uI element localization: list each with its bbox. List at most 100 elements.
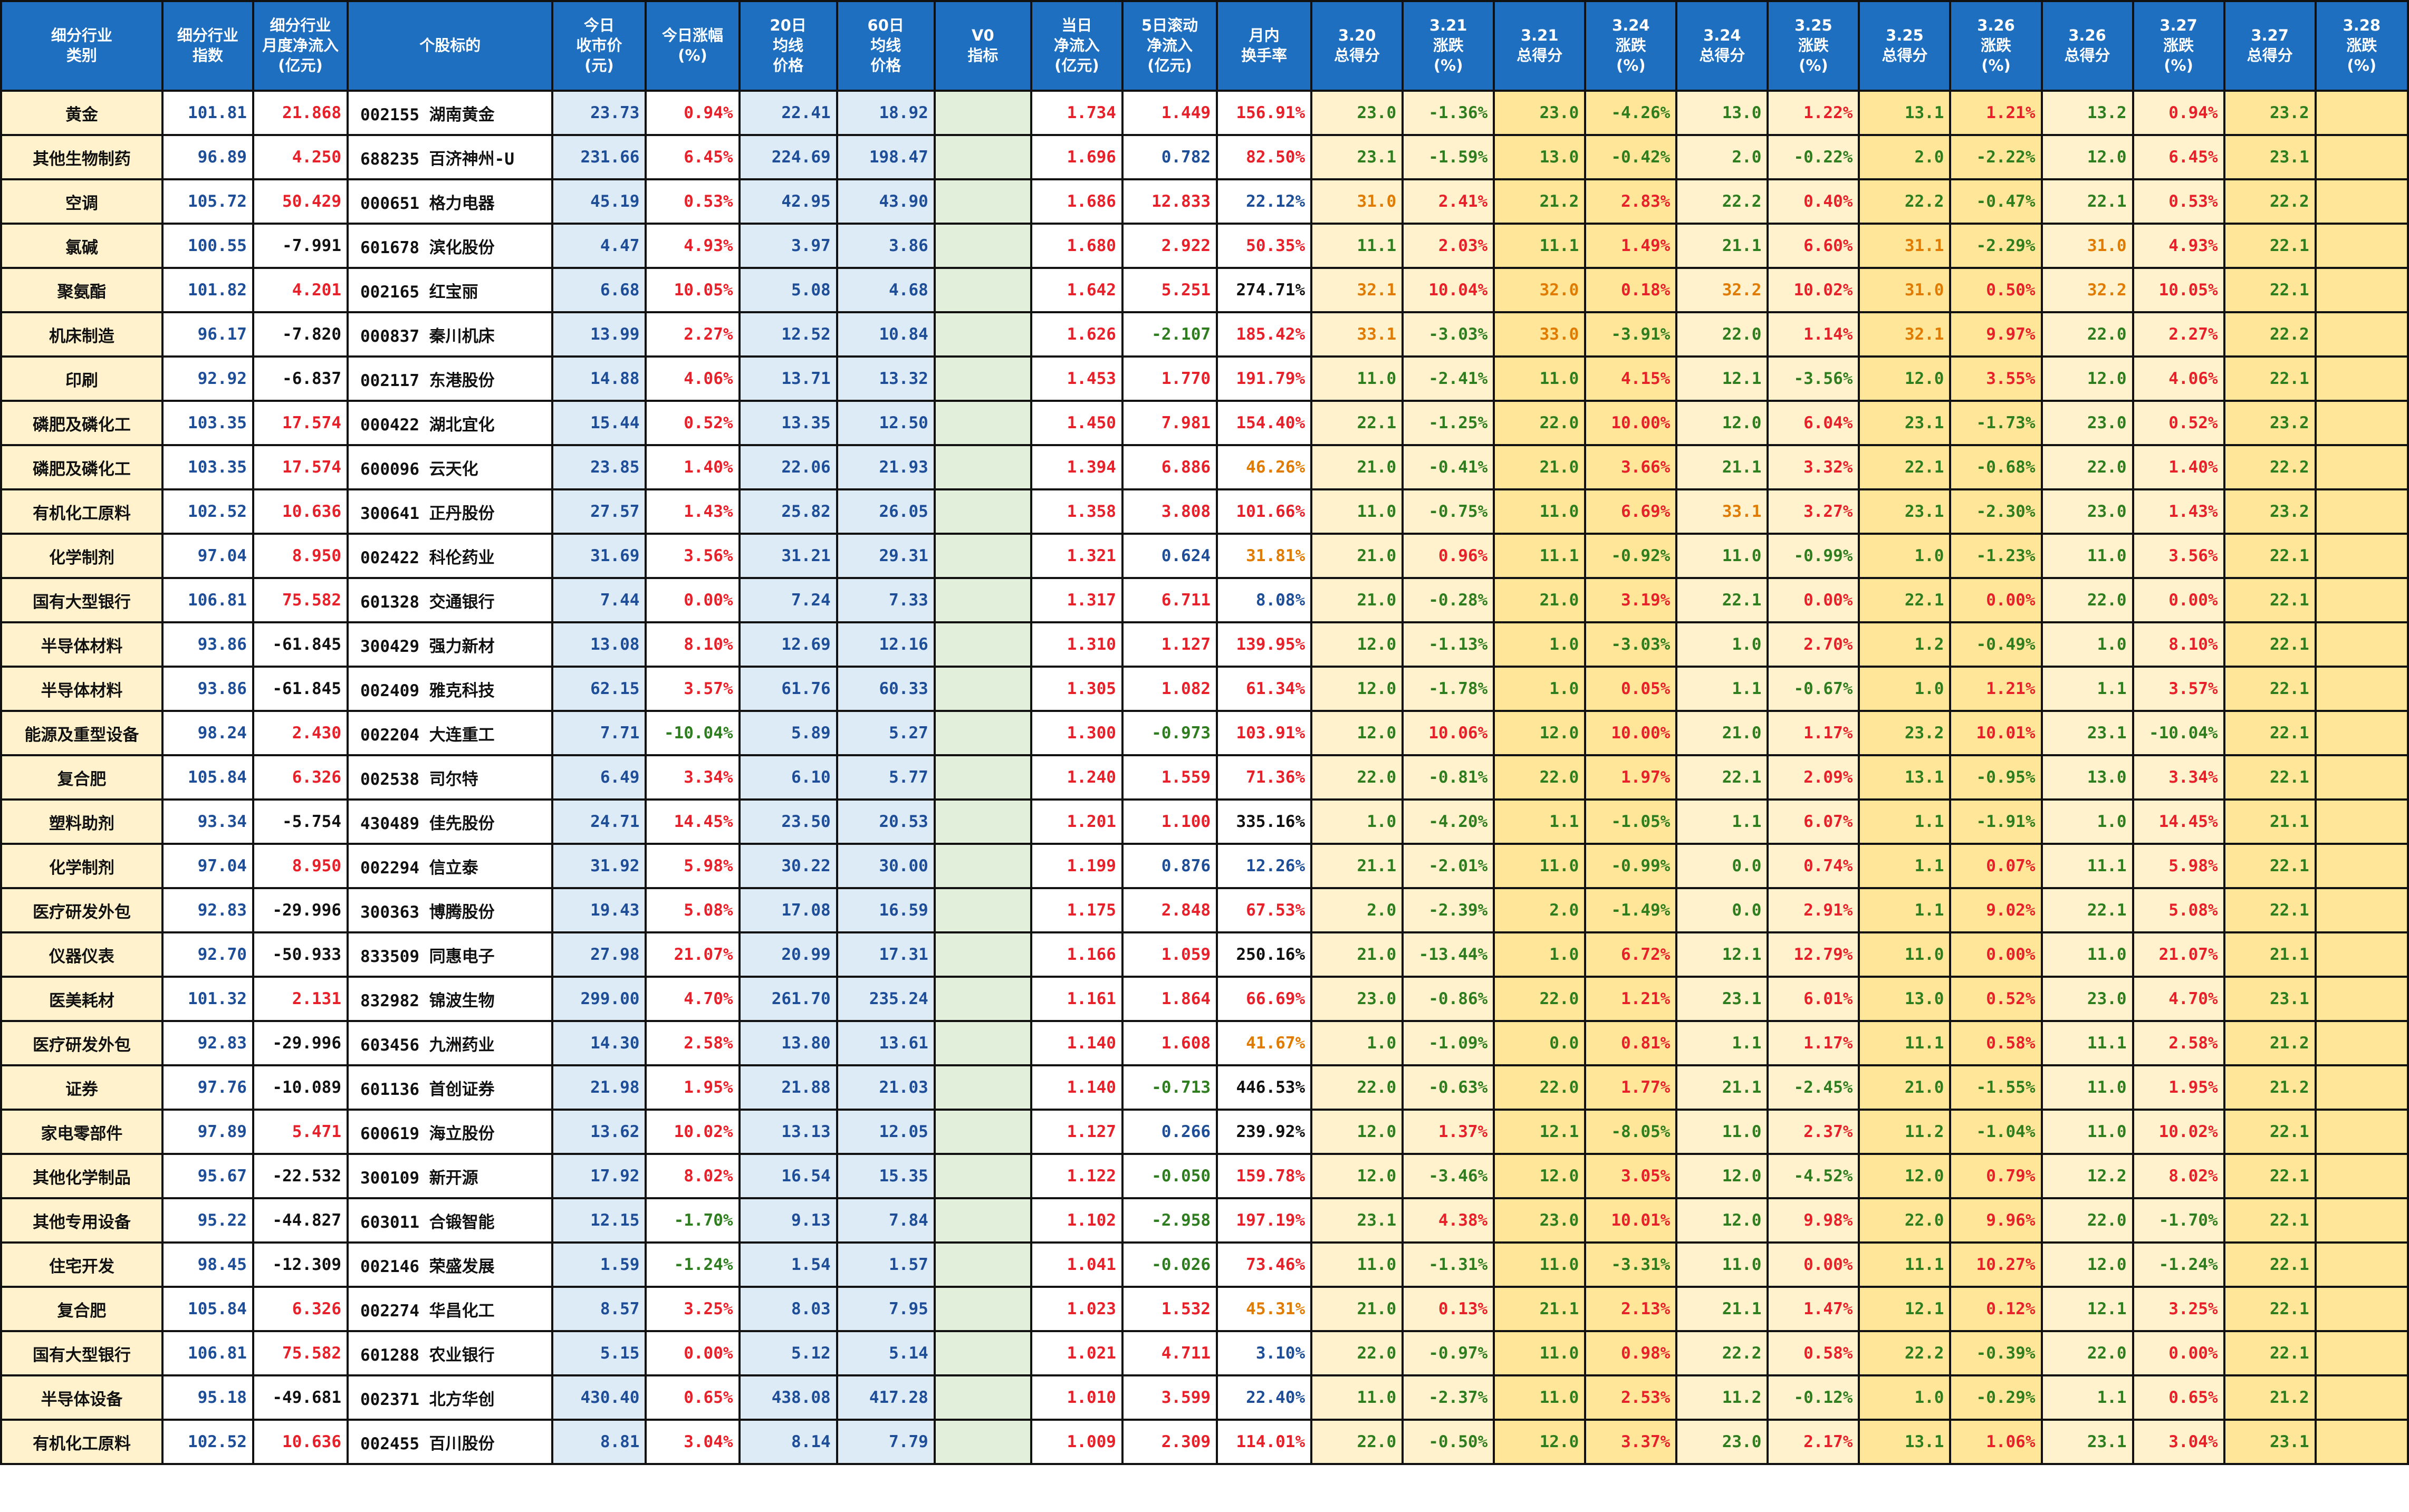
cell-ma20-price: 13.80 — [738, 1020, 838, 1066]
cell-score-0324: 22.2 — [1675, 1330, 1769, 1376]
cell-stock-target: 000422 湖北宜化 — [347, 400, 554, 446]
cell-change-0326: 1.21% — [1949, 90, 2043, 136]
cell-score-0321: 11.0 — [1493, 1330, 1587, 1376]
cell-rolling5-inflow: 4.711 — [1121, 1330, 1218, 1376]
cell-score-0325: 32.1 — [1858, 311, 1952, 358]
cell-change-0324: 1.21% — [1584, 976, 1678, 1022]
cell-day-inflow: 1.161 — [1030, 976, 1124, 1022]
cell-stock-target: 603456 九洲药业 — [347, 1020, 554, 1066]
cell-stock-target: 603011 合锻智能 — [347, 1197, 554, 1244]
cell-close-price: 1.59 — [551, 1241, 647, 1288]
table-row: 聚氨酯 101.82 4.201 002165 红宝丽 6.68 10.05% 5.08 4.… — [0, 267, 2409, 313]
cell-stock-target: 002409 雅克科技 — [347, 666, 554, 712]
cell-score-0320: 12.0 — [1310, 1109, 1404, 1155]
header-line: 3.27 — [2251, 26, 2289, 45]
table-row: 空调 105.72 50.429 000651 格力电器 45.19 0.53% 42.95… — [0, 178, 2409, 225]
cell-industry-month-inflow: 10.636 — [252, 488, 349, 535]
cell-industry-index: 92.83 — [161, 1020, 254, 1066]
cell-score-0326: 1.0 — [2040, 798, 2134, 845]
header-score-0325: 3.25 总得分 — [1858, 0, 1952, 92]
cell-close-price: 13.99 — [551, 311, 647, 358]
cell-change-0321: -3.46% — [1402, 1153, 1495, 1199]
cell-rolling5-inflow: 1.770 — [1121, 355, 1218, 402]
cell-close-price: 27.57 — [551, 488, 647, 535]
table-row: 磷肥及磷化工 103.35 17.574 000422 湖北宜化 15.44 0.52% 1… — [0, 400, 2409, 446]
cell-score-0326: 11.1 — [2040, 1020, 2134, 1066]
cell-ma60-price: 30.00 — [836, 843, 936, 889]
cell-today-change: 5.08% — [645, 887, 741, 933]
cell-ma60-price: 16.59 — [836, 887, 936, 933]
cell-score-0327: 23.1 — [2223, 1419, 2317, 1465]
cell-score-0321: 21.0 — [1493, 444, 1587, 490]
cell-score-0326: 22.0 — [2040, 577, 2134, 623]
cell-change-0327: 0.00% — [2132, 577, 2225, 623]
cell-score-0327: 22.1 — [2223, 533, 2317, 579]
cell-day-inflow: 1.734 — [1030, 90, 1124, 136]
cell-close-price: 299.00 — [551, 976, 647, 1022]
cell-score-0325: 13.1 — [1858, 754, 1952, 801]
cell-change-0324: -3.03% — [1584, 621, 1678, 668]
cell-score-0326: 22.1 — [2040, 887, 2134, 933]
table-row: 复合肥 105.84 6.326 002274 华昌化工 8.57 3.25% 8.03 7.… — [0, 1286, 2409, 1332]
header-line: 换手率 — [1241, 46, 1288, 64]
cell-change-0324: -3.91% — [1584, 311, 1678, 358]
cell-v0-indicator — [933, 134, 1032, 180]
cell-change-0325: 0.58% — [1767, 1330, 1860, 1376]
cell-ma60-price: 7.79 — [836, 1419, 936, 1465]
cell-score-0321: 12.0 — [1493, 710, 1587, 756]
cell-day-inflow: 1.021 — [1030, 1330, 1124, 1376]
cell-change-0321: -1.25% — [1402, 400, 1495, 446]
cell-day-inflow: 1.642 — [1030, 267, 1124, 313]
cell-ma60-price: 20.53 — [836, 798, 936, 845]
cell-industry-index: 103.35 — [161, 444, 254, 490]
cell-month-turnover: 156.91% — [1216, 90, 1313, 136]
table-row: 半导体材料 93.86 -61.845 002409 雅克科技 62.15 3.57% 61… — [0, 666, 2409, 712]
cell-ma20-price: 261.70 — [738, 976, 838, 1022]
cell-score-0324: 21.1 — [1675, 223, 1769, 269]
cell-industry-category: 住宅开发 — [0, 1241, 164, 1288]
cell-close-price: 14.88 — [551, 355, 647, 402]
cell-industry-category: 半导体设备 — [0, 1374, 164, 1421]
cell-industry-index: 98.45 — [161, 1241, 254, 1288]
cell-ma20-price: 6.10 — [738, 754, 838, 801]
cell-industry-category: 半导体材料 — [0, 621, 164, 668]
cell-close-price: 23.85 — [551, 444, 647, 490]
cell-change-0321: 1.37% — [1402, 1109, 1495, 1155]
cell-ma20-price: 31.21 — [738, 533, 838, 579]
cell-change-0324: 10.00% — [1584, 400, 1678, 446]
cell-stock-target: 600619 海立股份 — [347, 1109, 554, 1155]
cell-score-0327: 22.1 — [2223, 843, 2317, 889]
cell-industry-index: 106.81 — [161, 577, 254, 623]
cell-industry-index: 97.04 — [161, 843, 254, 889]
header-line: V0 — [972, 26, 994, 45]
cell-change-0328 — [2314, 621, 2409, 668]
header-line: 指标 — [967, 46, 999, 64]
cell-score-0320: 11.0 — [1310, 488, 1404, 535]
cell-month-turnover: 103.91% — [1216, 710, 1313, 756]
cell-score-0326: 1.1 — [2040, 1374, 2134, 1421]
cell-change-0324: -0.92% — [1584, 533, 1678, 579]
cell-day-inflow: 1.358 — [1030, 488, 1124, 535]
table-row: 医疗研发外包 92.83 -29.996 300363 博腾股份 19.43 5.08% 1… — [0, 887, 2409, 933]
cell-change-0324: 3.05% — [1584, 1153, 1678, 1199]
cell-stock-target: 601136 首创证券 — [347, 1064, 554, 1111]
cell-score-0321: 12.1 — [1493, 1109, 1587, 1155]
cell-score-0320: 12.0 — [1310, 621, 1404, 668]
cell-change-0324: 10.01% — [1584, 1197, 1678, 1244]
header-line: 收市价 — [576, 36, 622, 55]
cell-score-0327: 22.1 — [2223, 1286, 2317, 1332]
cell-today-change: 1.40% — [645, 444, 741, 490]
cell-score-0325: 22.2 — [1858, 1330, 1952, 1376]
cell-rolling5-inflow: 6.886 — [1121, 444, 1218, 490]
cell-day-inflow: 1.453 — [1030, 355, 1124, 402]
cell-month-turnover: 114.01% — [1216, 1419, 1313, 1465]
header-line: 60日 — [867, 16, 904, 35]
header-line: 涨跌 — [2163, 36, 2194, 55]
cell-month-turnover: 73.46% — [1216, 1241, 1313, 1288]
header-line: (%) — [1981, 56, 2011, 74]
cell-change-0328 — [2314, 666, 2409, 712]
cell-score-0324: 1.1 — [1675, 1020, 1769, 1066]
header-line: (亿元) — [1054, 56, 1099, 74]
cell-stock-target: 300363 博腾股份 — [347, 887, 554, 933]
cell-month-turnover: 67.53% — [1216, 887, 1313, 933]
